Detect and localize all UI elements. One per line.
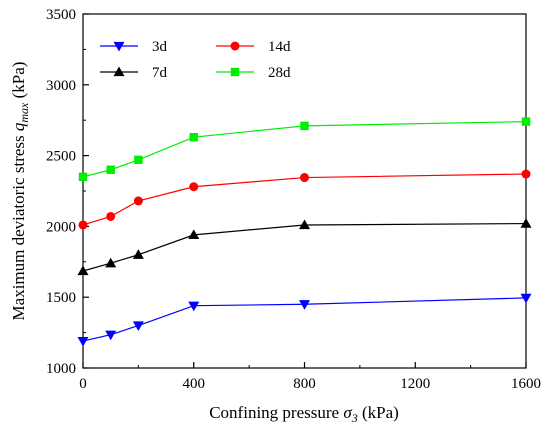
series-line-14d — [82, 173, 527, 226]
series-line-3d — [82, 297, 527, 342]
series-14d — [78, 169, 531, 230]
axis-ticks: 0 400 800 1200 1600 1000 1500 2000 2500 3000 3500 — [46, 7, 541, 392]
data-point-7d — [188, 229, 200, 240]
data-point-7d — [520, 218, 532, 228]
data-point-3d — [132, 321, 144, 332]
legend-item-28d: 28d — [216, 65, 291, 81]
y-tick-label: 2000 — [46, 219, 76, 235]
data-point-28d — [106, 165, 115, 174]
legend-label: 28d — [268, 65, 291, 81]
data-point-14d — [189, 182, 199, 192]
legend-marker — [113, 66, 125, 77]
legend-label: 7d — [152, 65, 168, 81]
data-point-14d — [300, 173, 309, 183]
data-point-28d — [521, 117, 531, 126]
y-tick-label: 3500 — [46, 7, 76, 23]
series-28d — [78, 117, 531, 182]
legend-item-3d: 3d — [100, 39, 168, 55]
legend: 3d 7d 14d 28d — [100, 39, 291, 81]
series-line-28d — [82, 121, 527, 178]
data-point-3d — [105, 330, 117, 341]
y-axis-label: Maximum deviatoric stress qmax (kPa) — [9, 62, 31, 321]
data-point-7d — [132, 249, 144, 259]
x-axis-label-text: Confining pressure — [209, 403, 343, 422]
series-3d — [77, 293, 532, 347]
y-axis-label-text: Maximum deviatoric stress — [9, 131, 28, 320]
series-layer — [77, 117, 532, 347]
x-tick-label: 0 — [79, 376, 87, 392]
y-axis-label-unit: (kPa) — [9, 62, 28, 103]
legend-marker — [113, 41, 125, 52]
data-point-7d — [299, 219, 310, 230]
series-7d — [77, 218, 532, 276]
legend-label: 3d — [152, 39, 168, 55]
data-point-3d — [77, 336, 89, 347]
data-point-7d — [77, 265, 89, 276]
legend-marker — [230, 41, 240, 51]
x-axis-label-unit: (kPa) — [358, 403, 399, 422]
data-point-14d — [133, 196, 143, 206]
y-axis-label-symbol: q — [9, 122, 28, 131]
x-tick-label: 1600 — [511, 376, 541, 392]
legend-item-7d: 7d — [100, 65, 168, 81]
x-axis-label-subscript: 3 — [351, 411, 358, 425]
legend-marker — [230, 67, 240, 77]
y-tick-label: 1000 — [46, 361, 76, 377]
x-axis-label: Confining pressure σ3 (kPa) — [209, 403, 399, 425]
data-point-3d — [299, 300, 310, 310]
data-point-28d — [78, 172, 88, 182]
x-tick-label: 1200 — [400, 376, 430, 392]
legend-item-14d: 14d — [216, 39, 291, 55]
x-axis-label-symbol: σ — [343, 403, 352, 422]
data-point-14d — [78, 220, 88, 230]
data-point-28d — [134, 155, 143, 165]
y-tick-label: 3000 — [46, 78, 76, 94]
plot-frame — [82, 13, 527, 369]
data-point-3d — [520, 293, 532, 304]
data-point-28d — [300, 121, 309, 131]
y-tick-label: 2500 — [46, 149, 76, 165]
series-line-7d — [82, 222, 527, 272]
legend-label: 14d — [268, 39, 291, 55]
data-point-14d — [106, 211, 116, 221]
data-point-7d — [105, 257, 117, 268]
x-tick-label: 400 — [183, 376, 206, 392]
data-point-3d — [188, 301, 200, 312]
data-point-28d — [189, 132, 198, 142]
data-point-14d — [521, 169, 531, 179]
y-tick-label: 1500 — [46, 290, 76, 306]
y-axis-label-subscript: max — [17, 102, 31, 123]
x-tick-label: 800 — [293, 376, 316, 392]
